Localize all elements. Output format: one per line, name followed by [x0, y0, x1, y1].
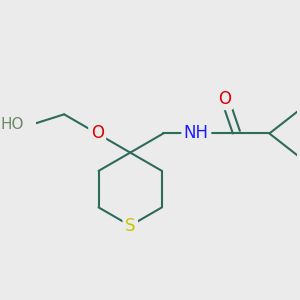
Text: O: O [91, 124, 104, 142]
Text: NH: NH [184, 124, 209, 142]
Text: S: S [125, 217, 136, 235]
Text: HO: HO [1, 117, 24, 132]
Text: O: O [218, 90, 231, 108]
